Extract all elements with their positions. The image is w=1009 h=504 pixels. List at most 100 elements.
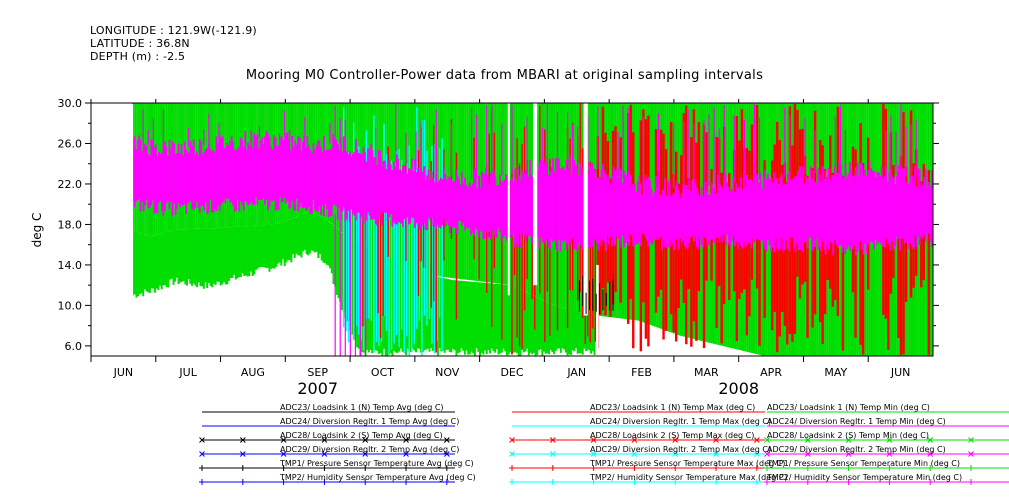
- y-tick-label: 6.0: [65, 340, 83, 353]
- y-tick-label: 18.0: [58, 218, 83, 231]
- legend-marker-x: [362, 451, 369, 457]
- y-tick-label: 22.0: [58, 178, 83, 191]
- legend-entry: TMP2/ Humidity Sensor Temperature Max (d…: [509, 473, 787, 485]
- legend-entry: TMP2/ Humidity Sensor Temperature Min (d…: [764, 473, 1009, 485]
- legend-entry: ADC29/ Diversion Regltr. 2 Temp Avg (deg…: [199, 445, 459, 457]
- legend-marker-x: [443, 437, 450, 443]
- legend-marker-plus: [549, 465, 556, 471]
- legend-marker-x: [886, 451, 893, 457]
- legend-entry: ADC24/ Diversion Regltr. 1 Temp Max (deg…: [512, 417, 771, 427]
- legend-marker-plus: [753, 479, 760, 485]
- legend-marker-x: [764, 437, 770, 443]
- legend-entry: ADC24/ Diversion Regltr. 1 Temp Avg (deg…: [202, 417, 459, 427]
- legend-marker-x: [845, 437, 852, 443]
- legend-marker-plus: [321, 465, 328, 471]
- legend-marker-plus: [886, 479, 893, 485]
- legend-label: TMP1/ Pressure Sensor Temperature Avg (d…: [279, 459, 474, 468]
- pre-data-area: [92, 104, 134, 355]
- chart-title: Mooring M0 Controller-Power data from MB…: [245, 68, 764, 83]
- legend-marker-x: [199, 451, 205, 457]
- legend-marker-x: [362, 437, 369, 443]
- legend-marker-plus: [927, 479, 934, 485]
- legend-marker-x: [443, 451, 450, 457]
- legend-marker-plus: [199, 479, 205, 485]
- latitude-label: LATITUDE : 36.8N: [90, 37, 190, 50]
- legend-entry: ADC28/ Loadsink 2 (S) Temp Min (deg C): [764, 431, 1009, 443]
- legend-entry: ADC28/ Loadsink 2 (S) Temp Avg (deg C): [199, 431, 455, 443]
- legend-marker-x: [199, 437, 205, 443]
- legend-marker-x: [713, 451, 719, 457]
- legend-marker-x: [403, 451, 409, 457]
- legend-label: ADC29/ Diversion Regltr. 2 Temp Max (deg…: [590, 445, 771, 454]
- legend-marker-x: [672, 437, 679, 443]
- legend-marker-plus: [280, 479, 287, 485]
- legend-marker-plus: [362, 479, 369, 485]
- legend-label: ADC24/ Diversion Regltr. 1 Temp Max (deg…: [590, 417, 771, 426]
- x-tick-label: JAN: [566, 366, 586, 379]
- legend-marker-x: [403, 437, 409, 443]
- legend-marker-plus: [713, 479, 720, 485]
- legend-marker-plus: [549, 479, 556, 485]
- legend-label: ADC23/ Loadsink 1 (N) Temp Avg (deg C): [280, 403, 444, 412]
- legend-marker-x: [321, 437, 328, 443]
- plot-frame: [90, 102, 934, 357]
- legend-marker-x: [764, 451, 770, 457]
- legend-entry: ADC28/ Loadsink 2 (S) Temp Max (deg C): [509, 431, 765, 443]
- data-gap: [596, 264, 599, 356]
- x-tick-label: MAY: [824, 366, 847, 379]
- legend-marker-x: [549, 437, 556, 443]
- chart-header: LONGITUDE : 121.9W(-121.9) LATITUDE : 36…: [0, 0, 1009, 100]
- legend-marker-x: [672, 451, 679, 457]
- legend-marker-plus: [403, 479, 410, 485]
- legend-marker-plus: [239, 479, 246, 485]
- legend-marker-plus: [321, 479, 328, 485]
- legend-marker-plus: [753, 465, 760, 471]
- legend-label: ADC24/ Diversion Regltr. 1 Temp Avg (deg…: [280, 417, 459, 426]
- y-tick-label: 26.0: [58, 137, 83, 150]
- legend-marker-plus: [443, 465, 450, 471]
- legend-label: ADC23/ Loadsink 1 (N) Temp Min (deg C): [767, 403, 930, 412]
- legend-entry: ADC23/ Loadsink 1 (N) Temp Avg (deg C): [202, 403, 455, 413]
- legend-entry: TMP2/ Humidity Sensor Temperature Avg (d…: [199, 473, 476, 485]
- legend-marker-x: [239, 451, 246, 457]
- legend-marker-x: [590, 437, 597, 443]
- legend-label: ADC23/ Loadsink 1 (N) Temp Max (deg C): [590, 403, 755, 412]
- y-tick-label: 14.0: [58, 259, 83, 272]
- legend-marker-x: [927, 451, 934, 457]
- legend-marker-plus: [713, 465, 720, 471]
- legend-label: TMP2/ Humidity Sensor Temperature Avg (d…: [279, 473, 476, 482]
- legend-marker-x: [968, 451, 974, 457]
- legend-marker-plus: [590, 479, 597, 485]
- legend-marker-x: [804, 451, 811, 457]
- legend-marker-plus: [672, 465, 679, 471]
- legend-marker-plus: [968, 479, 975, 485]
- legend-entry: ADC23/ Loadsink 1 (N) Temp Min (deg C): [767, 403, 1009, 413]
- legend-marker-plus: [631, 465, 638, 471]
- legend-marker-plus: [804, 465, 811, 471]
- legend-entry: TMP1/ Pressure Sensor Temperature Min (d…: [764, 459, 1009, 471]
- year-label: 2008: [718, 379, 759, 398]
- legend-marker-x: [804, 437, 811, 443]
- depth-label: DEPTH (m) : -2.5: [90, 50, 186, 63]
- legend-marker-x: [753, 437, 760, 443]
- legend-label: TMP1/ Pressure Sensor Temperature Min (d…: [766, 459, 960, 468]
- legend-label: TMP2/ Humidity Sensor Temperature Min (d…: [766, 473, 962, 482]
- legend-label: ADC28/ Loadsink 2 (S) Temp Avg (deg C): [280, 431, 443, 440]
- x-tick-label: APR: [760, 366, 782, 379]
- y-tick-label: 30.0: [58, 97, 83, 110]
- legend-marker-plus: [509, 479, 515, 485]
- legend-entry: TMP1/ Pressure Sensor Temperature Max (d…: [509, 459, 785, 471]
- x-tick-label: DEC: [500, 366, 523, 379]
- x-tick-label: JUL: [178, 366, 197, 379]
- y-tick-label: 10.0: [58, 299, 83, 312]
- x-tick-label: NOV: [435, 366, 460, 379]
- legend-marker-x: [968, 437, 974, 443]
- legend-marker-plus: [886, 465, 893, 471]
- legend-marker-x: [321, 451, 328, 457]
- legend-marker-plus: [280, 465, 287, 471]
- y-axis-title: deg C: [30, 213, 44, 248]
- legend-marker-plus: [590, 465, 597, 471]
- legend-marker-plus: [362, 465, 369, 471]
- x-tick-label: JUN: [890, 366, 911, 379]
- legend-label: ADC29/ Diversion Regltr. 2 Temp Avg (deg…: [280, 445, 459, 454]
